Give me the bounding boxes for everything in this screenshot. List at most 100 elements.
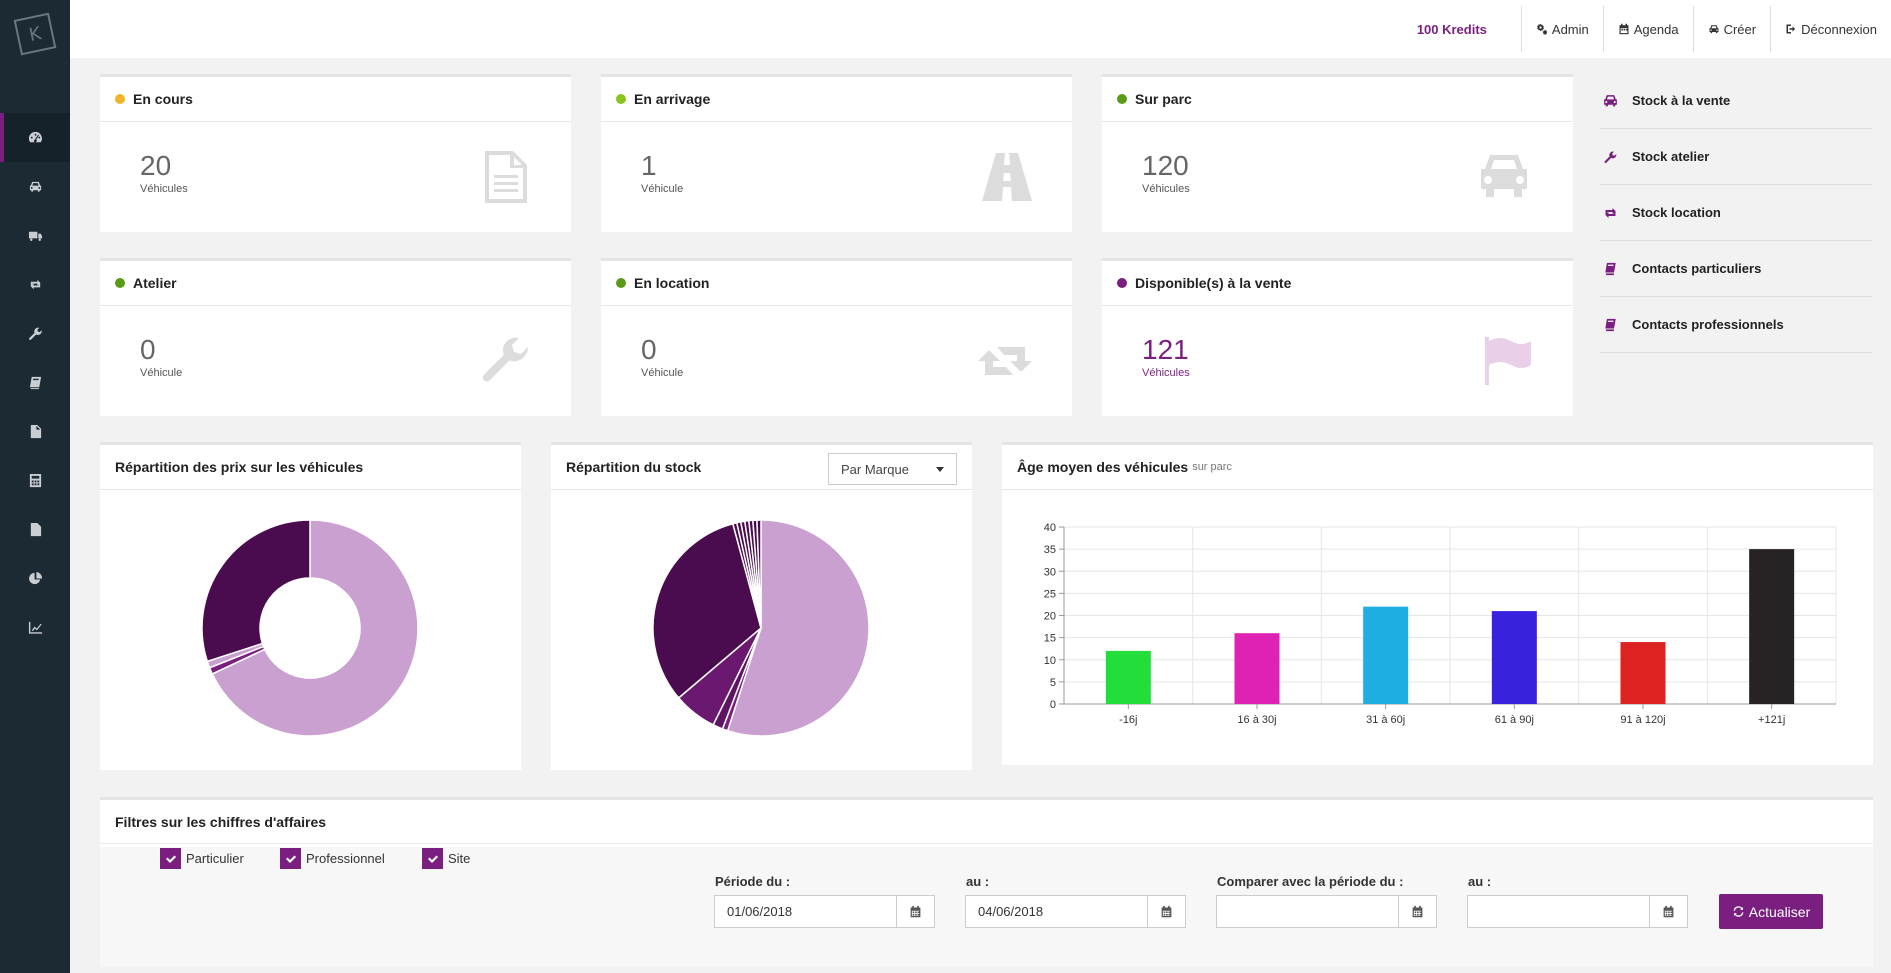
document-icon (481, 151, 531, 203)
sidebar-item-truck[interactable] (0, 211, 70, 260)
date-value[interactable] (1468, 896, 1649, 927)
quick-link-contacts-particuliers[interactable]: Contacts particuliers (1600, 241, 1872, 297)
status-dot (115, 94, 125, 104)
sidebar-item-dashboard[interactable] (0, 113, 70, 162)
check-icon (165, 855, 176, 863)
status-dot (1117, 94, 1127, 104)
y-tick-label: 30 (1044, 566, 1056, 578)
admin-label: Admin (1551, 21, 1589, 37)
chart-subtitle: sur parc (1192, 461, 1232, 473)
status-dot (616, 278, 626, 288)
date-value[interactable]: 04/06/2018 (978, 904, 1044, 919)
stat-card-disponibles[interactable]: Disponible(s) à la vente 121 Véhicules (1102, 258, 1573, 416)
agenda-button[interactable]: Agenda (1602, 6, 1693, 52)
book-icon (1605, 262, 1616, 275)
bar[interactable] (1363, 606, 1409, 704)
bar[interactable] (1620, 642, 1666, 704)
caret-down-icon (936, 467, 944, 472)
chart-title: Répartition du stock (566, 459, 702, 475)
y-tick-label: 5 (1050, 677, 1056, 689)
date-value[interactable]: 01/06/2018 (727, 904, 793, 919)
kredits-balance[interactable]: 100 Kredits (1416, 21, 1487, 37)
calendar-button[interactable] (896, 896, 934, 927)
card-header: Répartition du stock (551, 445, 972, 490)
quick-link-stock-location[interactable]: Stock location (1600, 185, 1872, 241)
truck-icon (28, 231, 42, 241)
stat-value: 121 (1142, 334, 1189, 365)
stat-unit: Véhicule (641, 367, 684, 379)
checkbox-checked[interactable] (160, 848, 181, 869)
checkbox-particulier[interactable]: Particulier (160, 848, 244, 869)
bar[interactable] (1749, 549, 1795, 704)
stat-card-en-cours[interactable]: En cours 20 Véhicules (100, 74, 571, 232)
pie-slice[interactable] (211, 519, 419, 737)
stat-card-en-location[interactable]: En location 0 Véhicule (601, 258, 1072, 416)
y-tick-label: 20 (1044, 611, 1056, 623)
y-tick-label: 35 (1044, 544, 1056, 556)
bar[interactable] (1491, 611, 1537, 704)
stat-value: 0 (140, 334, 156, 365)
pie-slice[interactable] (201, 519, 311, 663)
checkbox-checked[interactable] (422, 848, 443, 869)
sidebar-item-book[interactable] (0, 358, 70, 407)
date-value[interactable] (1217, 896, 1398, 927)
period-from-label: Période du : (715, 874, 791, 889)
period-from-input[interactable]: 01/06/2018 (714, 895, 935, 928)
app-logo[interactable]: K (0, 0, 70, 113)
sidebar-item-file-text[interactable] (0, 505, 70, 554)
stat-unit: Véhicules (1142, 183, 1190, 195)
create-button[interactable]: Créer (1692, 6, 1771, 52)
calendar-icon (1663, 905, 1674, 918)
compare-from-input[interactable] (1216, 895, 1437, 928)
calendar-button[interactable] (1147, 896, 1185, 927)
refresh-button[interactable]: Actualiser (1719, 894, 1823, 929)
calendar-icon (1412, 905, 1423, 918)
pie-slice[interactable] (652, 522, 762, 699)
period-to-input[interactable]: 04/06/2018 (965, 895, 1186, 928)
stat-card-en-arrivage[interactable]: En arrivage 1 Véhicule (601, 74, 1072, 232)
stock-grouping-select[interactable]: Par Marque (828, 453, 957, 485)
sidebar-item-car[interactable] (0, 162, 70, 211)
gears-icon (1536, 23, 1548, 35)
stat-value: 1 (641, 150, 657, 181)
pie-chart-icon (28, 571, 42, 585)
bar[interactable] (1234, 633, 1280, 704)
compare-to-input[interactable] (1467, 895, 1688, 928)
dashboard-icon (28, 131, 42, 143)
stat-card-atelier[interactable]: Atelier 0 Véhicule (100, 258, 571, 416)
stat-value: 0 (641, 334, 657, 365)
calendar-button[interactable] (1398, 896, 1436, 927)
logout-button[interactable]: Déconnexion (1770, 6, 1891, 52)
sidebar-item-calculator[interactable] (0, 456, 70, 505)
vehicle-age-bar-chart: 0 5 10 15 20 25 30 35 40 -16j 16 à 30j 31 à 60j 61 à… (1044, 522, 1837, 726)
pie-slice[interactable] (726, 519, 870, 737)
sidebar-item-line-chart[interactable] (0, 603, 70, 652)
bar[interactable] (1105, 650, 1151, 704)
quick-link-contacts-professionnels[interactable]: Contacts professionnels (1600, 297, 1872, 353)
quick-link-stock-vente[interactable]: Stock à la vente (1600, 73, 1872, 129)
chart-card-age: Âge moyen des véhicules sur parc 0 5 10 15 2… (1002, 442, 1873, 765)
x-tick-label: 16 à 30j (1237, 714, 1276, 726)
chart-card-stock: Répartition du stock Par Marque (551, 442, 972, 770)
admin-button[interactable]: Admin (1520, 6, 1603, 52)
sidebar-item-retweet[interactable] (0, 260, 70, 309)
checkbox-site[interactable]: Site (422, 848, 470, 869)
sidebar-item-pie-chart[interactable] (0, 554, 70, 603)
card-header: Atelier (100, 261, 571, 306)
stat-unit: Véhicules (140, 183, 188, 195)
sidebar-item-wrench[interactable] (0, 309, 70, 358)
car-icon (29, 181, 41, 192)
logout-label: Déconnexion (1801, 21, 1877, 37)
pie-slice[interactable] (756, 519, 762, 629)
checkbox-checked[interactable] (280, 848, 301, 869)
quick-link-stock-atelier[interactable]: Stock atelier (1600, 129, 1872, 185)
stat-card-sur-parc[interactable]: Sur parc 120 Véhicules (1102, 74, 1573, 232)
card-header: Filtres sur les chiffres d'affaires (100, 800, 1873, 844)
checkbox-professionnel[interactable]: Professionnel (280, 848, 385, 869)
book-icon (29, 376, 41, 390)
compare-from-label: Comparer avec la période du : (1217, 874, 1404, 889)
calendar-button[interactable] (1649, 896, 1687, 927)
sidebar-item-document[interactable] (0, 407, 70, 456)
wrench-icon (28, 327, 42, 340)
chart-title: Âge moyen des véhicules (1017, 459, 1189, 475)
